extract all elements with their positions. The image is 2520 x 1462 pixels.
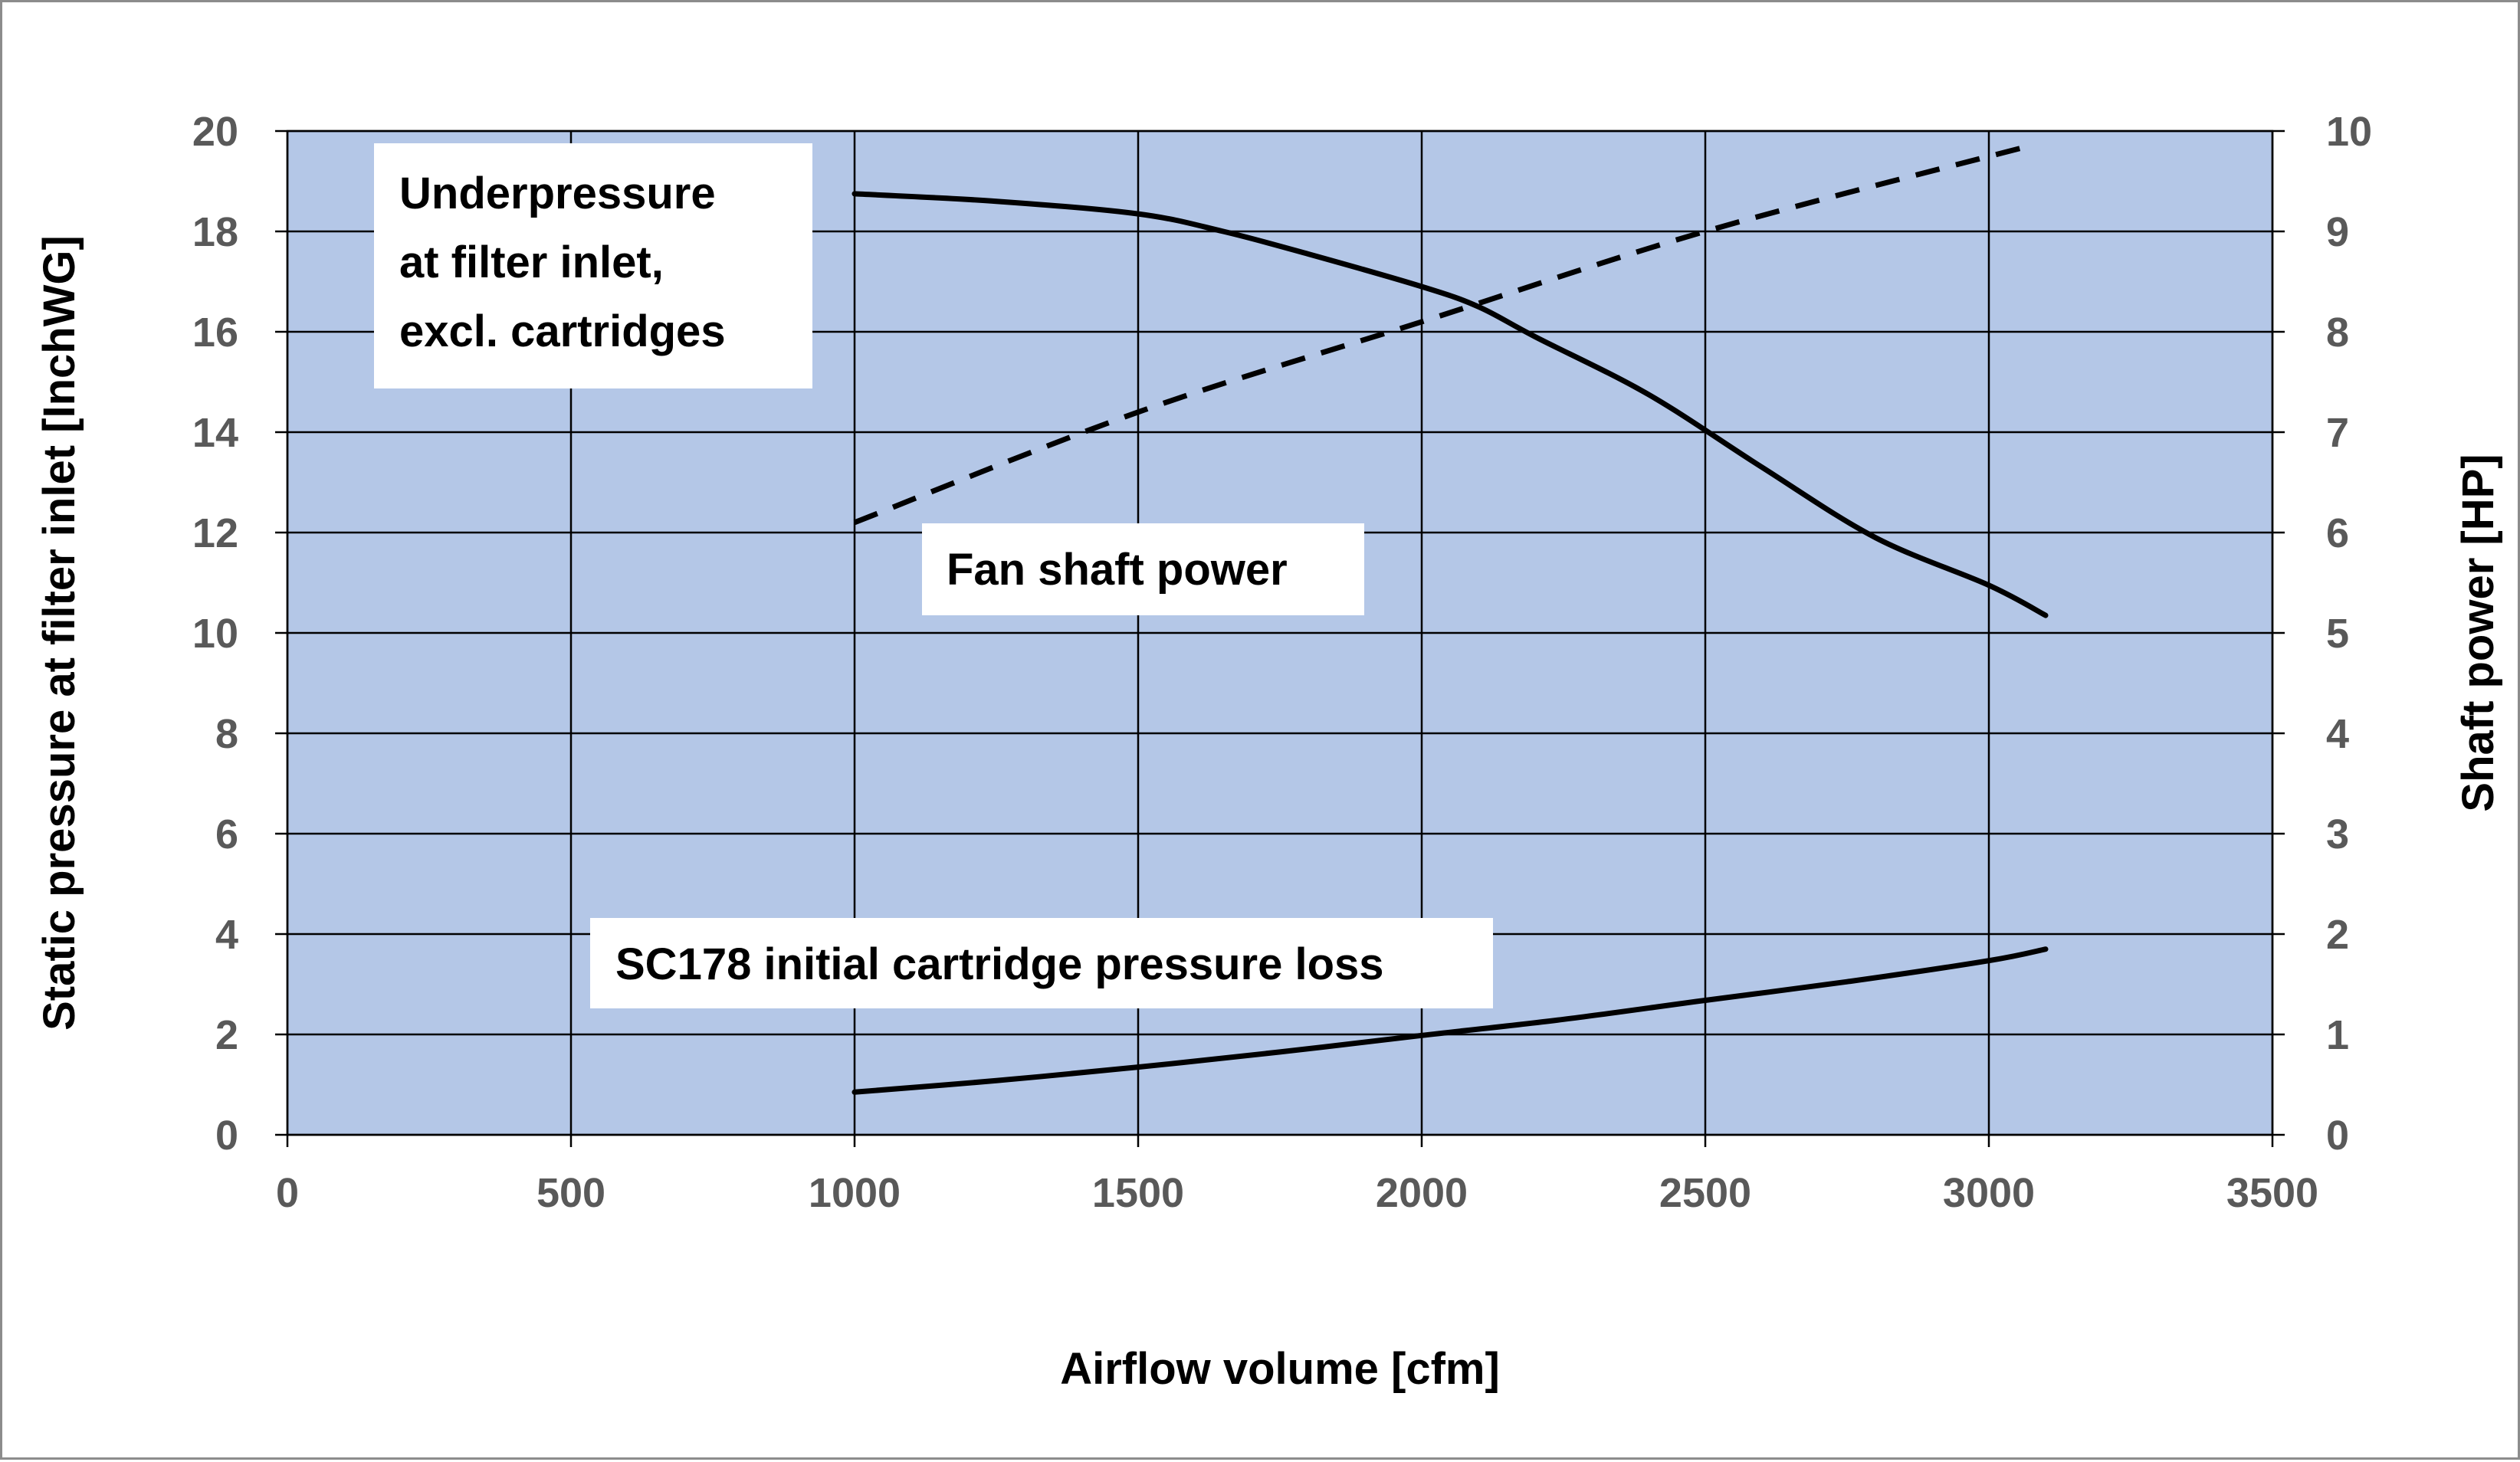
- series-line-underpressure: [851, 191, 2049, 618]
- y2-tick-label: 5: [2326, 611, 2349, 657]
- x-tick-label: 1000: [809, 1170, 901, 1216]
- annotation-box: [374, 143, 812, 388]
- y-tick-label: 6: [215, 811, 238, 857]
- annotation-cartridge-pressure-loss: SC178 initial cartridge pressure loss: [590, 918, 1493, 1008]
- y2-tick-label: 0: [2326, 1113, 2349, 1159]
- y2-tick-label: 6: [2326, 510, 2349, 556]
- x-tick-label: 0: [276, 1170, 299, 1216]
- y2-tick-label: 9: [2326, 209, 2349, 255]
- x-axis-title: Airflow volume [cfm]: [1060, 1344, 1500, 1394]
- y-tick-label: 10: [192, 611, 238, 657]
- x-tick-label: 3500: [2226, 1170, 2318, 1216]
- y2-tick-label: 10: [2326, 109, 2372, 155]
- y-tick-label: 2: [215, 1012, 238, 1058]
- annotation-text: excl. cartridges: [399, 306, 726, 356]
- x-tick-label: 500: [536, 1170, 605, 1216]
- annotation-text: Fan shaft power: [947, 545, 1288, 595]
- y-tick-label: 0: [215, 1113, 238, 1159]
- annotation-text: Underpressure: [399, 169, 716, 218]
- y2-tick-label: 2: [2326, 912, 2349, 958]
- annotation-box: [590, 918, 1493, 1008]
- y2-tick-label: 4: [2326, 711, 2349, 757]
- x-tick-label: 2500: [1659, 1170, 1751, 1216]
- series-line-fan-shaft-power: [853, 143, 2029, 526]
- y-axis-title: Static pressure at filter inlet [InchWG]: [34, 235, 84, 1031]
- y-tick-label: 14: [192, 410, 238, 456]
- series-line-cartridge-pressure-loss: [851, 946, 2049, 1095]
- y-tick-label: 12: [192, 510, 238, 556]
- x-tick-label: 1500: [1092, 1170, 1184, 1216]
- y-tick-label: 4: [215, 912, 238, 958]
- y-tick-label: 20: [192, 109, 238, 155]
- x-tick-label: 2000: [1376, 1170, 1468, 1216]
- y-tick-label: 8: [215, 711, 238, 757]
- annotation-fan-shaft-power: Fan shaft power: [922, 523, 1364, 615]
- y-tick-label: 18: [192, 209, 238, 255]
- plot-border: [286, 129, 2274, 1136]
- annotation-box: [922, 523, 1364, 615]
- y2-tick-label: 1: [2326, 1012, 2349, 1058]
- y2-axis-title: Shaft power [HP]: [2453, 454, 2503, 811]
- annotation-text: SC178 initial cartridge pressure loss: [615, 939, 1384, 989]
- y2-tick-label: 3: [2326, 811, 2349, 857]
- x-tick-label: 3000: [1943, 1170, 2035, 1216]
- y2-tick-label: 8: [2326, 310, 2349, 356]
- annotation-text: at filter inlet,: [399, 238, 664, 287]
- annotations: Underpressure at filter inlet, excl. cartr…: [374, 143, 1493, 1008]
- y-tick-label: 16: [192, 310, 238, 356]
- series-layer: [851, 143, 2049, 1095]
- annotation-underpressure: Underpressure at filter inlet, excl. cartr…: [374, 143, 812, 388]
- y2-tick-label: 7: [2326, 410, 2349, 456]
